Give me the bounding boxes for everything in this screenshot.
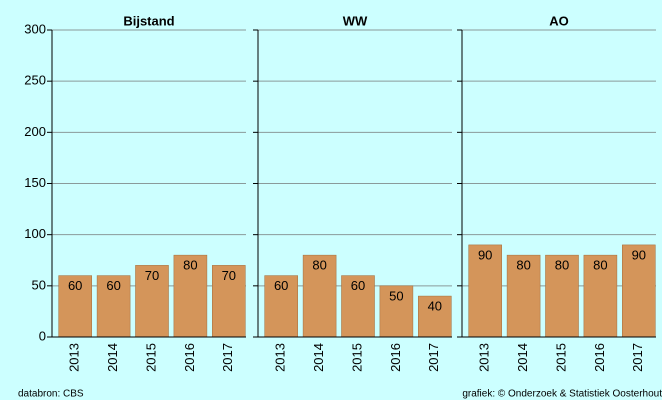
x-tick-label: 2015	[349, 343, 364, 372]
value-label: 70	[145, 268, 159, 283]
value-label: 60	[106, 278, 120, 293]
panel-title: WW	[343, 13, 368, 28]
value-label: 40	[428, 299, 442, 314]
x-tick-label: 2014	[105, 343, 120, 372]
credit-note: grafiek: © Onderzoek & Statistiek Ooster…	[462, 389, 662, 400]
x-tick-label: 2015	[553, 343, 568, 372]
x-tick-label: 2015	[143, 343, 158, 372]
bar	[379, 285, 414, 338]
x-tick-label: 2017	[630, 343, 645, 372]
source-note: databron: CBS	[18, 389, 84, 400]
x-tick-label: 2014	[515, 343, 530, 372]
x-tick-label: 2016	[592, 343, 607, 372]
value-label: 80	[593, 258, 607, 273]
y-tick-label: 200	[24, 124, 46, 139]
y-tick-label: 100	[24, 226, 46, 241]
bar	[58, 275, 92, 338]
bar	[96, 275, 131, 338]
bar	[341, 275, 375, 338]
bar	[264, 275, 298, 338]
x-tick-label: 2013	[67, 343, 82, 372]
bar	[302, 254, 337, 338]
x-tick-label: 2016	[388, 343, 403, 372]
y-tick-label: 300	[24, 21, 46, 36]
y-tick-label: 250	[24, 73, 46, 88]
value-label: 60	[274, 278, 288, 293]
value-label: 90	[632, 247, 646, 262]
y-tick-label: 50	[32, 277, 46, 292]
x-tick-label: 2016	[182, 343, 197, 372]
y-tick-label: 0	[39, 328, 46, 343]
x-tick-label: 2017	[220, 343, 235, 372]
value-label: 60	[351, 278, 365, 293]
bar	[506, 254, 541, 338]
value-label: 70	[222, 268, 236, 283]
value-label: 60	[68, 278, 82, 293]
bar	[135, 265, 169, 338]
bar	[418, 295, 452, 338]
bar	[468, 244, 502, 338]
value-label: 90	[478, 247, 492, 262]
value-label: 50	[389, 288, 403, 303]
x-tick-label: 2013	[477, 343, 492, 372]
value-label: 80	[312, 258, 326, 273]
x-tick-label: 2014	[311, 343, 326, 372]
value-label: 80	[555, 258, 569, 273]
value-label: 80	[516, 258, 530, 273]
x-tick-label: 2017	[426, 343, 441, 372]
y-tick-label: 150	[24, 175, 46, 190]
value-label: 80	[183, 258, 197, 273]
panel-title: AO	[549, 13, 569, 28]
bar	[583, 254, 618, 338]
bar	[173, 254, 208, 338]
bar	[622, 244, 656, 338]
panel-title: Bijstand	[123, 13, 174, 28]
x-tick-label: 2013	[273, 343, 288, 372]
